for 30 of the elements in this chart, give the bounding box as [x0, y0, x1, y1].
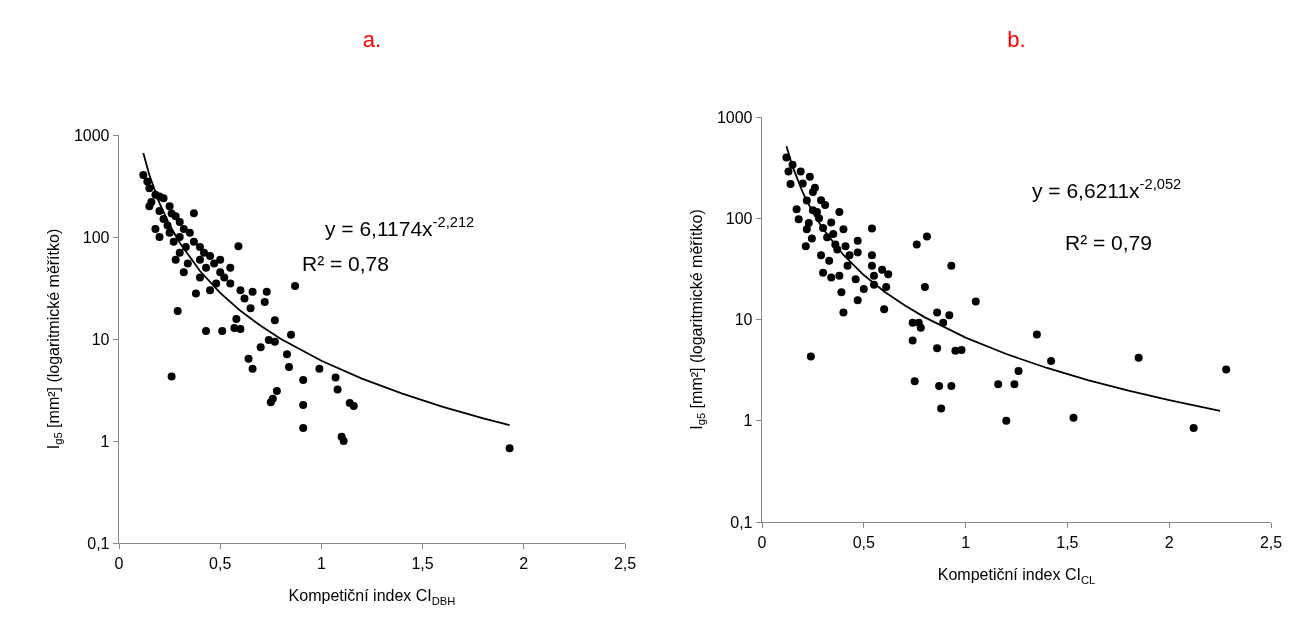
- x-tick-label: 0,5: [209, 554, 232, 572]
- x-tick-label: 0: [757, 533, 767, 551]
- x-tick-label: 2: [1164, 533, 1174, 551]
- y-tick-label: 1: [743, 412, 753, 430]
- x-tick-label: 1: [316, 554, 326, 572]
- annotation: y = 6,1174x$^{-2,212}$: [325, 214, 475, 240]
- x-tick-label: 2: [519, 554, 529, 572]
- chart-title: b.: [1007, 26, 1026, 52]
- y-tick-label: 1000: [73, 126, 110, 144]
- x-tick-label: 1,5: [411, 554, 434, 572]
- y-tick-label: 100: [725, 209, 753, 227]
- x-tick-label: 1: [961, 533, 971, 551]
- y-tick-label: 1: [100, 432, 110, 450]
- y-tick-label: 100: [82, 228, 110, 246]
- x-axis-title: Kompetiční index CI$_{DBH}$: [288, 587, 456, 607]
- y-tick-label: 10: [734, 311, 753, 329]
- annotation: R² = 0,79: [1065, 231, 1152, 254]
- y-tick-label: 0,1: [87, 534, 110, 552]
- x-tick-label: 0: [114, 554, 124, 572]
- x-tick-label: 2,5: [613, 554, 637, 572]
- x-tick-label: 1,5: [1056, 533, 1079, 551]
- chart-title: a.: [362, 26, 382, 52]
- annotation: R² = 0,78: [302, 252, 389, 275]
- x-tick-label: 0,5: [852, 533, 876, 551]
- annotation: y = 6,6211x$^{-2,052}$: [1032, 176, 1182, 202]
- y-tick-label: 1000: [716, 108, 753, 126]
- x-tick-label: 2,5: [1259, 533, 1283, 551]
- y-tick-label: 0,1: [730, 513, 753, 531]
- y-tick-label: 10: [91, 330, 110, 348]
- x-axis-title: Kompetiční index CI$_{CL}$: [937, 566, 1096, 586]
